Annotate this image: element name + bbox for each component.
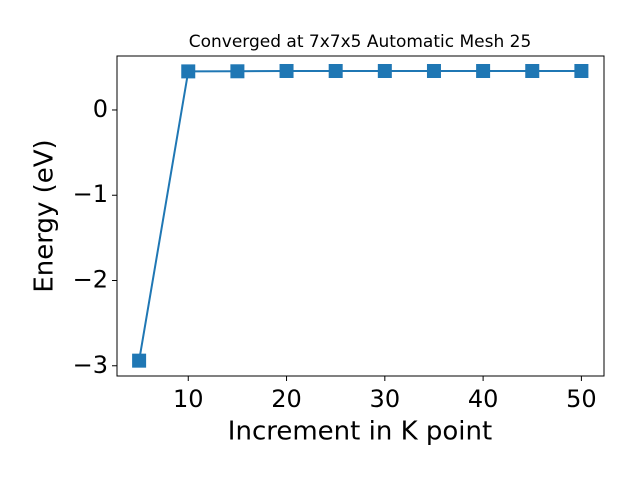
x-tick-label: 30 <box>370 385 401 413</box>
x-tick-label: 50 <box>566 385 597 413</box>
marker <box>476 63 491 78</box>
marker <box>132 353 147 368</box>
marker <box>328 64 343 79</box>
x-tick-label: 40 <box>468 385 499 413</box>
line <box>138 69 582 361</box>
x-tick-label: 10 <box>173 385 204 413</box>
y-tick-label: −1 <box>73 180 108 208</box>
y-tick-label: 0 <box>93 95 108 123</box>
marker <box>525 63 540 78</box>
x-tick-label: 20 <box>271 385 302 413</box>
series <box>132 63 589 368</box>
marker <box>181 64 196 79</box>
marker <box>279 63 294 78</box>
x-axis-label: Increment in K point <box>228 417 492 447</box>
y-axis-label: Energy (eV) <box>30 139 60 292</box>
marker <box>373 20 380 27</box>
marker <box>377 63 392 78</box>
marker <box>426 63 441 78</box>
chart-title: Converged at 7x7x5 Automatic Mesh 25 <box>189 32 532 52</box>
y-tick-label: −3 <box>73 351 108 379</box>
marker <box>574 63 589 78</box>
marker <box>230 64 245 79</box>
y-tick-label: −2 <box>73 266 108 294</box>
plot-area <box>116 55 605 377</box>
